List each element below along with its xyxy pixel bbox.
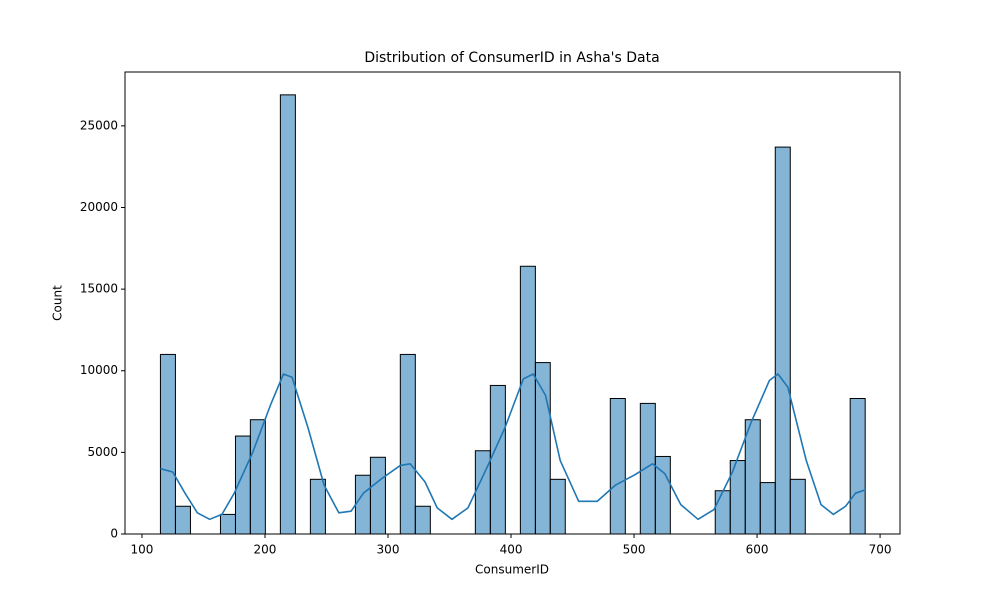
bar xyxy=(369,456,386,535)
bar xyxy=(744,419,761,535)
bar xyxy=(399,353,416,535)
bar xyxy=(354,474,371,535)
y-tick-label: 10000 xyxy=(80,363,118,377)
plot-area xyxy=(159,94,866,535)
bar xyxy=(279,94,296,535)
bar xyxy=(489,384,506,535)
bar xyxy=(789,478,806,535)
axes-frame xyxy=(124,71,901,535)
bar xyxy=(849,398,866,535)
bar xyxy=(534,362,551,535)
bar xyxy=(219,513,236,535)
x-tick-label: 500 xyxy=(623,543,646,557)
bar xyxy=(519,265,536,535)
kde-curve xyxy=(160,373,866,521)
bar xyxy=(714,490,731,535)
chart-title: Distribution of ConsumerID in Asha's Dat… xyxy=(364,50,659,66)
y-tick-label: 5000 xyxy=(87,445,118,459)
x-tick-label: 400 xyxy=(500,543,523,557)
bar xyxy=(759,482,776,535)
bar xyxy=(414,505,431,535)
bar xyxy=(309,478,326,535)
bar xyxy=(639,402,656,535)
bar xyxy=(174,505,191,535)
bar xyxy=(159,353,176,535)
y-tick-label: 25000 xyxy=(80,118,118,132)
y-tick-label: 20000 xyxy=(80,200,118,214)
y-axis-label: Count xyxy=(51,285,65,321)
x-tick-label: 100 xyxy=(131,543,154,557)
x-tick-label: 700 xyxy=(869,543,892,557)
bar xyxy=(774,146,791,535)
y-tick-label: 15000 xyxy=(80,282,118,296)
bar xyxy=(549,478,566,535)
x-axis-label: ConsumerID xyxy=(475,563,549,577)
x-tick-label: 200 xyxy=(254,543,277,557)
x-tick-label: 300 xyxy=(377,543,400,557)
x-tick-label: 600 xyxy=(746,543,769,557)
bar xyxy=(609,398,626,535)
y-tick-label: 0 xyxy=(110,527,118,541)
